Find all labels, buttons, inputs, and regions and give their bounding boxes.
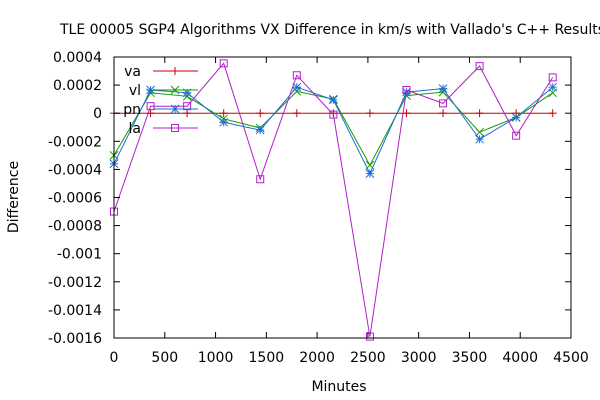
x-axis-title: Minutes: [311, 379, 366, 395]
legend-label: pn: [123, 102, 141, 118]
legend-item-va: va: [124, 64, 198, 80]
data-point-la: [146, 102, 155, 111]
legend-item-la: la: [129, 121, 198, 137]
data-point-pn: [219, 117, 229, 127]
y-tick-label: -0.0014: [48, 303, 102, 319]
legend-swatch-marker: [170, 104, 180, 114]
data-point-pn: [255, 125, 265, 135]
data-point-va: [365, 109, 374, 118]
plot-frame: [113, 56, 572, 339]
series-la: [110, 59, 557, 341]
legend-label: la: [129, 121, 141, 137]
data-point-va: [548, 109, 557, 118]
data-point-la: [292, 71, 301, 80]
y-tick-label: -0.0012: [48, 275, 102, 291]
y-tick-label: -0.0002: [48, 134, 102, 150]
legend-label: va: [124, 64, 141, 80]
y-tick-label: -0.0008: [48, 219, 102, 235]
y-tick-label: 0.0002: [53, 78, 102, 94]
data-point-pn: [329, 95, 338, 105]
data-point-pn: [365, 169, 375, 178]
data-point-va: [219, 109, 228, 118]
x-tick-label: 1000: [198, 350, 234, 366]
data-point-la: [219, 59, 228, 68]
y-axis-title: Difference: [6, 161, 22, 233]
data-point-pn: [292, 82, 302, 92]
series-va: [110, 109, 557, 118]
data-point-la: [475, 62, 484, 71]
legend-swatch-marker: [171, 124, 179, 132]
legend-item-pn: pn: [123, 102, 198, 118]
data-point-pn: [511, 113, 521, 122]
data-point-la: [439, 99, 448, 108]
y-tick-label: -0.0006: [48, 191, 102, 207]
data-point-la: [548, 73, 557, 82]
data-point-vl: [292, 87, 302, 96]
data-point-va: [292, 109, 301, 118]
series-line-la: [113, 62, 554, 337]
data-point-la: [365, 332, 374, 341]
data-point-la: [402, 86, 411, 95]
legend-swatch-marker: [170, 85, 180, 95]
data-point-pn: [475, 134, 484, 144]
y-tick-label: -0.0004: [48, 162, 102, 178]
data-point-va: [256, 109, 265, 118]
x-tick-label: 1500: [249, 350, 285, 366]
data-point-va: [475, 109, 484, 118]
x-tick-label: 4000: [502, 350, 538, 366]
legend-swatch-marker: [171, 67, 179, 75]
x-tick-label: 500: [151, 350, 178, 366]
data-point-pn: [548, 82, 558, 92]
x-tick-label: 3500: [452, 350, 488, 366]
x-tick-label: 0: [110, 350, 119, 366]
data-point-la: [512, 131, 521, 140]
y-tick-label: -0.0016: [48, 331, 102, 347]
legend-item-vl: vl: [129, 83, 198, 99]
data-point-la: [183, 102, 192, 111]
x-tick-label: 3000: [401, 350, 437, 366]
series-pn: [109, 82, 558, 178]
data-point-la: [256, 175, 265, 184]
data-point-va: [402, 109, 411, 118]
y-tick-label: 0: [93, 106, 102, 122]
legend-label: vl: [129, 83, 141, 99]
data-point-va: [439, 109, 448, 118]
chart-title: TLE 00005 SGP4 Algorithms VX Difference …: [59, 22, 600, 38]
data-point-pn: [438, 84, 448, 93]
data-point-va: [183, 109, 192, 118]
y-tick-label: 0.0004: [53, 50, 102, 66]
x-tick-label: 2000: [299, 350, 335, 366]
data-point-la: [329, 110, 338, 119]
x-tick-label: 2500: [350, 350, 386, 366]
y-tick-label: -0.001: [57, 247, 102, 263]
x-tick-label: 4500: [553, 350, 589, 366]
